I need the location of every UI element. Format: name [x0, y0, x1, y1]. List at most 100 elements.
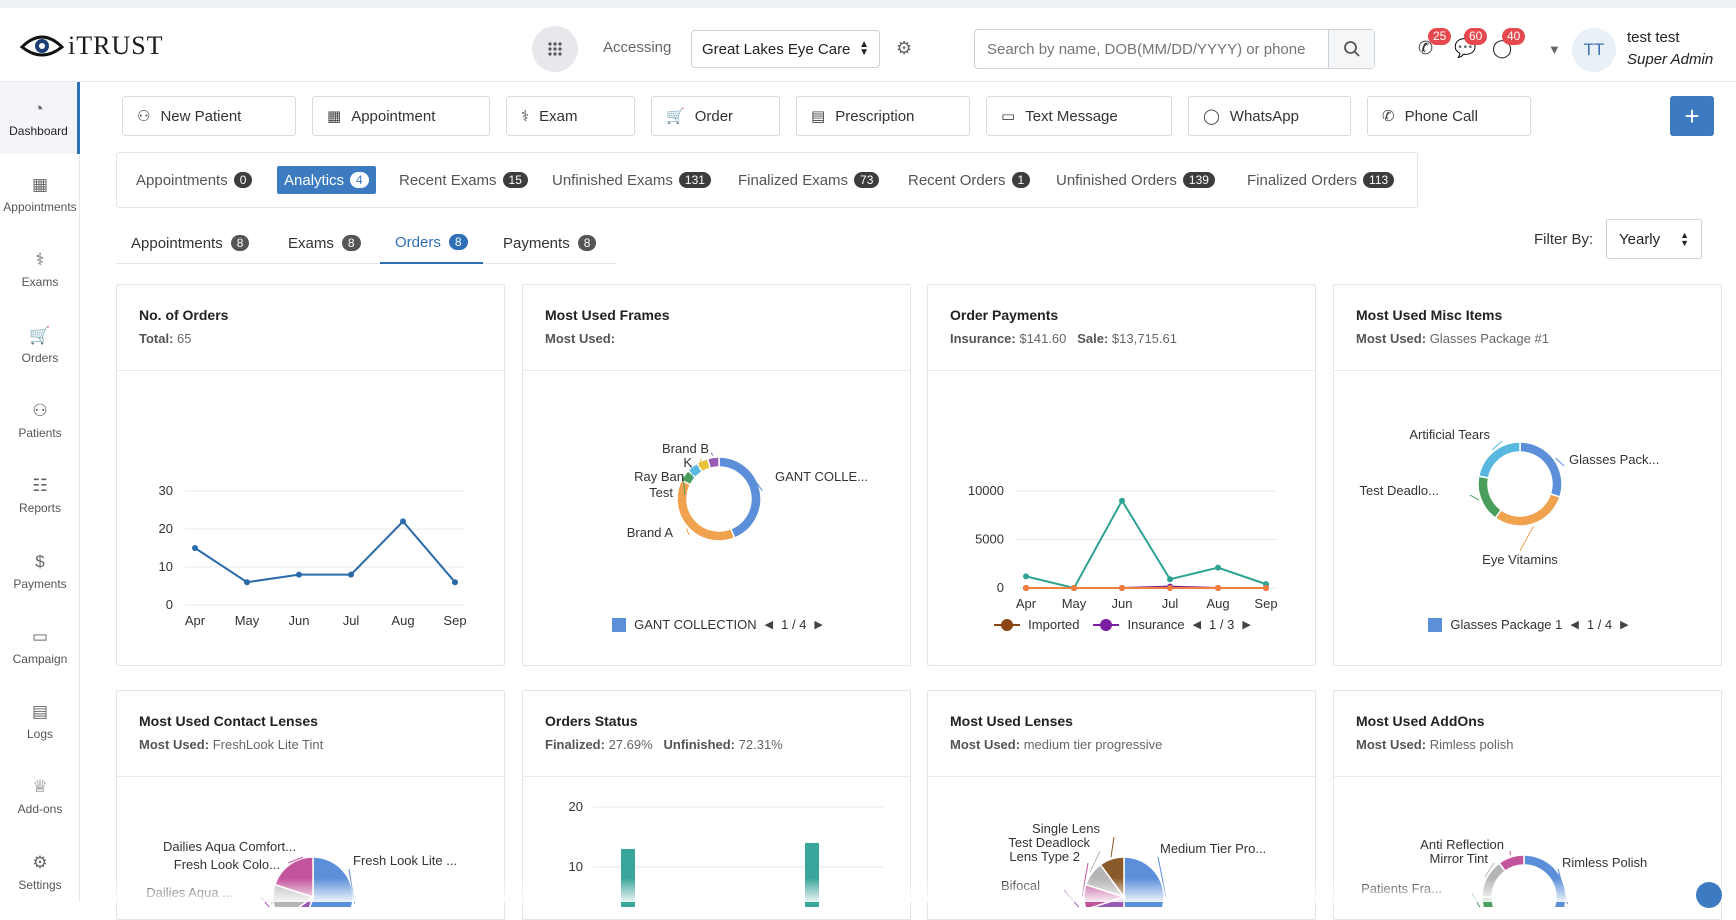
new-patient-button[interactable]: ⚇New Patient	[122, 96, 296, 136]
phone-icon: ✆	[1382, 107, 1395, 125]
data-point	[1215, 585, 1221, 591]
card-title: Orders Status	[545, 713, 888, 729]
apps-grid-button[interactable]	[532, 26, 578, 72]
logo[interactable]: iTRUST	[20, 26, 164, 66]
clinic-settings-gear-icon[interactable]: ⚙	[896, 38, 912, 59]
card-order-payments: Order Payments Insurance: $141.60 Sale: …	[927, 284, 1316, 666]
sidebar-item-patients[interactable]: ⚇Patients	[0, 384, 80, 456]
x-tick-label: Jun	[1112, 596, 1133, 611]
prev-arrow-icon[interactable]: ◀	[1570, 618, 1578, 631]
sidebar-item-reports[interactable]: ☷Reports	[0, 459, 80, 531]
messages-notification[interactable]: 💬 60	[1454, 38, 1476, 59]
calls-notification[interactable]: ✆ 25	[1418, 38, 1433, 59]
card-sub-label: Most Used:	[1356, 737, 1426, 752]
search-input[interactable]	[975, 30, 1328, 68]
legend-label: Glasses Package 1	[1450, 617, 1562, 632]
next-arrow-icon[interactable]: ▶	[814, 618, 822, 631]
pie-slice	[1479, 442, 1520, 478]
sidebar-item-campaign[interactable]: ▭Campaign	[0, 610, 80, 682]
legend-label: GANT COLLECTION	[634, 617, 757, 632]
slice-label: Brand A	[627, 525, 674, 540]
order-button[interactable]: 🛒Order	[651, 96, 780, 136]
stethoscope-icon: ⚕	[35, 250, 44, 268]
card-sub-value: Rimless polish	[1430, 737, 1514, 752]
y-tick-label: 5000	[975, 532, 1004, 547]
prev-arrow-icon[interactable]: ◀	[765, 618, 773, 631]
pie-slice	[1499, 855, 1524, 871]
y-tick-label: 30	[159, 483, 173, 498]
messages-badge: 60	[1464, 28, 1487, 45]
data-point	[296, 572, 302, 578]
subtab-count: 8	[342, 235, 361, 251]
sidebar-item-payments[interactable]: $Payments	[0, 535, 80, 607]
tab-count: 15	[503, 172, 528, 188]
tab-label: Unfinished Exams	[552, 172, 673, 189]
card-sub-value: Glasses Package #1	[1430, 331, 1549, 346]
prescription-button[interactable]: ▤Prescription	[796, 96, 970, 136]
clinic-select[interactable]: Great Lakes Eye Care ▲▼	[691, 30, 880, 68]
clinic-select-value: Great Lakes Eye Care	[702, 41, 850, 58]
filter-select-value: Yearly	[1619, 231, 1660, 248]
crown-icon: ♕	[32, 777, 47, 795]
sidebar-item-dashboard[interactable]: ◔Dashboard	[0, 82, 80, 154]
whatsapp-icon: ◯	[1203, 107, 1220, 125]
next-arrow-icon[interactable]: ▶	[1242, 618, 1250, 631]
next-arrow-icon[interactable]: ▶	[1620, 618, 1628, 631]
chart-legend: GANT COLLECTION ◀ 1 / 4 ▶	[523, 617, 911, 632]
add-button[interactable]: +	[1670, 96, 1714, 136]
button-label: WhatsApp	[1230, 108, 1299, 125]
chat-widget-button[interactable]	[1696, 882, 1722, 908]
slice-label: GANT COLLE...	[775, 469, 868, 484]
legend-label: Insurance	[1127, 617, 1184, 632]
patients-icon: ⚇	[32, 401, 47, 419]
tab-label: Finalized Exams	[738, 172, 848, 189]
exam-button[interactable]: ⚕Exam	[506, 96, 635, 136]
subtab-count: 8	[231, 235, 250, 251]
search-button[interactable]	[1328, 30, 1374, 68]
sidebar-item-settings[interactable]: ⚙Settings	[0, 836, 80, 908]
card-title: Most Used AddOns	[1356, 713, 1699, 729]
sidebar-item-logs[interactable]: ▤Logs	[0, 685, 80, 757]
sidebar-item-appointments[interactable]: ▦Appointments	[0, 158, 80, 230]
card-title: Order Payments	[950, 307, 1293, 323]
whatsapp-button[interactable]: ◯ WhatsApp	[1188, 96, 1351, 136]
plus-icon: +	[1684, 101, 1699, 132]
whatsapp-notification[interactable]: ◯ 40	[1492, 38, 1512, 59]
x-tick-label: Apr	[185, 613, 206, 628]
x-tick-label: Jul	[343, 613, 360, 628]
appointment-button[interactable]: ▦Appointment	[312, 96, 490, 136]
data-point	[1167, 576, 1173, 582]
card-sub-label: Most Used:	[545, 331, 615, 346]
card-sub-value: $13,715.61	[1112, 331, 1177, 346]
document-icon: ▤	[811, 107, 825, 125]
x-tick-label: Sep	[443, 613, 466, 628]
subtab-label: Orders	[395, 234, 441, 251]
x-tick-label: Sep	[1254, 596, 1277, 611]
gear-icon: ⚙	[32, 853, 47, 871]
text-message-button[interactable]: ▭Text Message	[986, 96, 1172, 136]
sidebar-item-add-ons[interactable]: ♕Add-ons	[0, 760, 80, 832]
prev-arrow-icon[interactable]: ◀	[1193, 618, 1201, 631]
filter-select[interactable]: Yearly▲▼	[1606, 219, 1702, 259]
sidebar-item-orders[interactable]: 🛒Orders	[0, 309, 80, 381]
x-tick-label: Aug	[391, 613, 414, 628]
user-menu-chevron-down-icon[interactable]: ▼	[1548, 42, 1561, 57]
avatar[interactable]: TT	[1572, 28, 1616, 72]
add-user-icon: ⚇	[137, 107, 150, 125]
phone-call-button[interactable]: ✆Phone Call	[1367, 96, 1531, 136]
data-point	[1071, 585, 1077, 591]
legend-label: Imported	[1028, 617, 1079, 632]
sidebar-item-exams[interactable]: ⚕Exams	[0, 233, 80, 305]
